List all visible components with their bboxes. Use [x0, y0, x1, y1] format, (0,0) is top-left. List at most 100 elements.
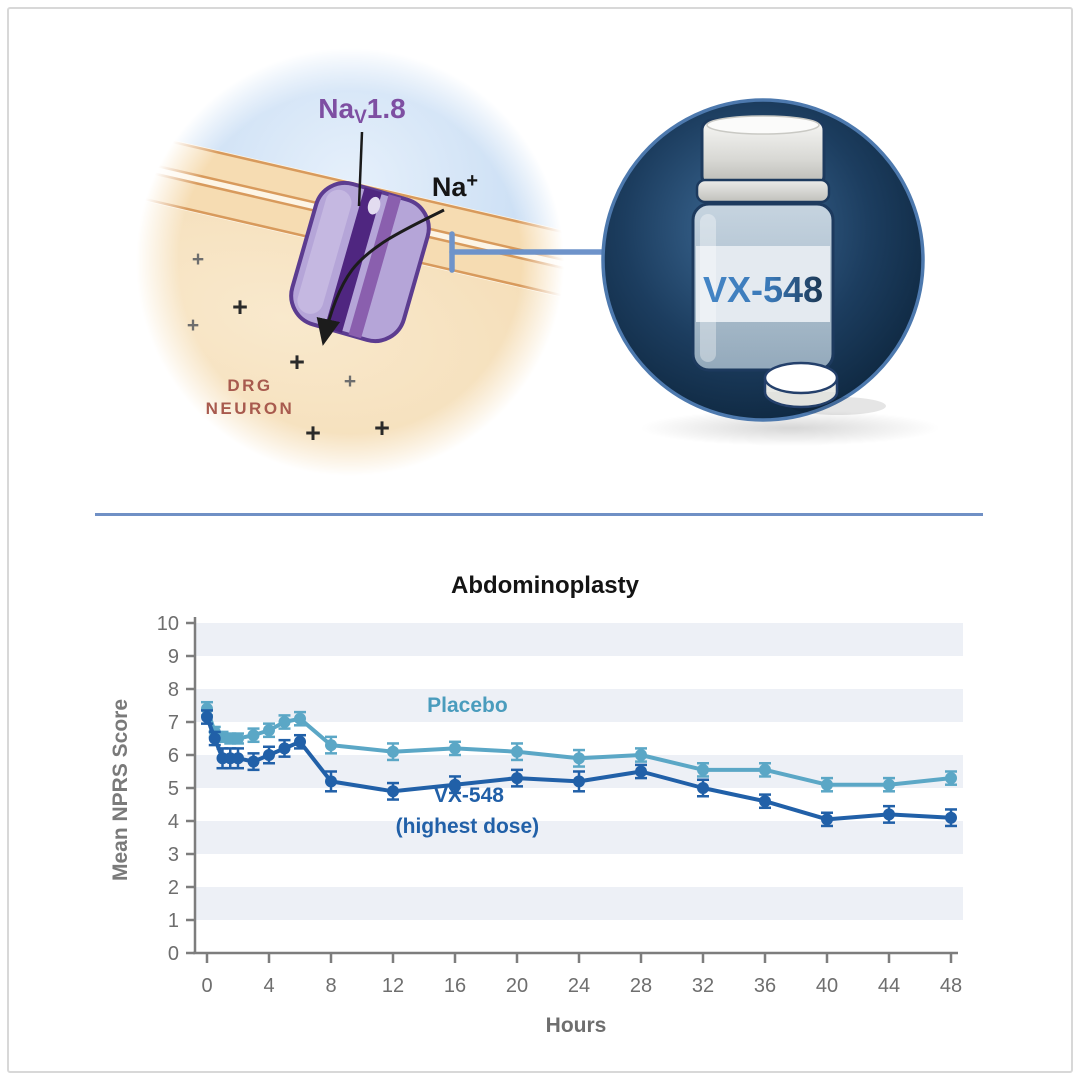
- y-tick-label: 3: [168, 844, 179, 866]
- chart-series: [201, 700, 957, 828]
- data-point: [511, 745, 523, 758]
- plus-icon: +: [344, 370, 356, 393]
- chart-annotations: Placebo VX-548 (highest dose): [396, 694, 540, 838]
- drg-neuron-label-line2: NEURON: [206, 399, 295, 418]
- y-tick-label: 2: [168, 877, 179, 899]
- sodium-ions: + + + + + + +: [187, 248, 390, 448]
- grid-band: [195, 623, 963, 656]
- x-tick-label: 0: [201, 975, 212, 997]
- x-tick-label: 44: [878, 975, 900, 997]
- series-label-vx-548: VX-548: [434, 784, 504, 807]
- drg-neuron-label: DRG NEURON: [206, 376, 295, 418]
- y-tick-label: 10: [157, 613, 179, 635]
- data-point: [449, 742, 461, 755]
- x-tick-label: 20: [506, 975, 528, 997]
- y-axis-title: Mean NPRS Score: [109, 699, 132, 881]
- data-point: [263, 749, 275, 761]
- channel-pointer-line: [357, 131, 364, 207]
- channel-label-pre: Na: [318, 93, 354, 124]
- bottle-label-band: [696, 246, 830, 322]
- x-tick-label: 8: [325, 975, 336, 997]
- plus-icon: +: [187, 314, 199, 337]
- data-point: [759, 795, 771, 808]
- bottle-cap-rim: [695, 178, 831, 204]
- y-tick-label: 6: [168, 745, 179, 767]
- x-tick-label: 28: [630, 975, 652, 997]
- sodium-ion-label: Na+: [432, 170, 478, 202]
- y-tick-label: 7: [168, 712, 179, 734]
- data-point: [263, 724, 275, 737]
- data-point: [325, 739, 337, 752]
- data-point: [232, 732, 244, 745]
- ion-label-sup: +: [466, 170, 478, 192]
- drg-neuron-label-line1: DRG: [227, 376, 272, 395]
- data-point: [201, 711, 213, 724]
- grid-band: [195, 887, 963, 920]
- x-tick-label: 32: [692, 975, 714, 997]
- data-point: [697, 782, 709, 794]
- bottle-cap-top: [706, 115, 820, 135]
- data-point: [511, 772, 523, 785]
- channel-label-post: 1.8: [367, 93, 406, 124]
- data-point: [449, 778, 461, 791]
- plus-icon: +: [305, 418, 321, 448]
- x-tick-label: 48: [940, 975, 962, 997]
- data-point: [247, 729, 260, 742]
- data-point: [759, 763, 771, 776]
- series-placebo: [201, 700, 957, 793]
- data-point: [247, 755, 260, 768]
- data-point: [697, 763, 709, 776]
- x-tick-label: 40: [816, 975, 838, 997]
- x-tick-label: 16: [444, 975, 466, 997]
- data-point: [278, 742, 291, 755]
- data-point: [208, 732, 221, 745]
- pill-tablet: [763, 361, 839, 409]
- bottle-highlight: [700, 214, 716, 362]
- data-point: [294, 735, 306, 748]
- data-point: [387, 785, 399, 798]
- y-tick-label: 4: [168, 811, 179, 833]
- x-tick-label: 24: [568, 975, 590, 997]
- grid-band: [195, 821, 963, 854]
- data-point: [821, 778, 833, 791]
- drug-medallion: VX-548: [601, 98, 925, 422]
- series-label-placebo: Placebo: [427, 694, 508, 717]
- plus-icon: +: [374, 413, 390, 443]
- chart-title: Abdominoplasty: [451, 572, 640, 599]
- ion-label-pre: Na: [432, 172, 467, 202]
- y-tick-label: 8: [168, 679, 179, 701]
- section-divider: [95, 513, 983, 516]
- y-tick-label: 5: [168, 778, 179, 800]
- x-tick-label: 4: [263, 975, 274, 997]
- channel-pore: [367, 196, 381, 215]
- data-point: [945, 811, 957, 824]
- data-point: [883, 808, 895, 821]
- sodium-influx-arrow: [316, 208, 445, 346]
- channel-label-sub: V: [354, 107, 367, 128]
- data-point: [635, 749, 647, 761]
- data-point: [232, 752, 244, 765]
- cytoplasm: [0, 172, 675, 540]
- y-tick-label: 1: [168, 910, 179, 932]
- x-tick-label: 12: [382, 975, 404, 997]
- y-tick-label: 0: [168, 943, 179, 965]
- data-point: [294, 712, 306, 725]
- channel-mid-stripe: [348, 194, 402, 339]
- x-axis-title: Hours: [546, 1014, 607, 1037]
- grid-band: [195, 689, 963, 722]
- data-point: [883, 778, 895, 791]
- data-point: [387, 745, 399, 758]
- data-point: [573, 752, 585, 765]
- plus-icon: +: [192, 248, 204, 271]
- plus-icon: +: [232, 292, 248, 322]
- data-point: [635, 765, 647, 778]
- data-point: [945, 772, 957, 785]
- mechanism-illustration: + + + + + + + NaV1.8 Na+ DRG NEURON: [0, 48, 940, 540]
- y-tick-label: 9: [168, 646, 179, 668]
- series-label-highest-dose: (highest dose): [396, 815, 540, 838]
- channel-highlight: [297, 189, 352, 314]
- series-vx-548-highest-dose: [201, 709, 957, 828]
- medallion-shadow: [640, 410, 940, 446]
